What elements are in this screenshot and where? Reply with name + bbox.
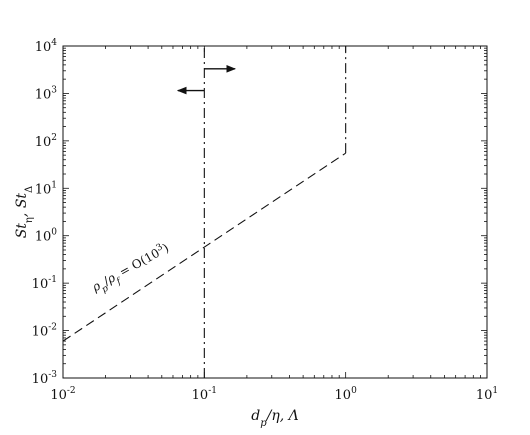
x-tick-label-2: 100 bbox=[335, 386, 358, 403]
plot-frame bbox=[62, 45, 488, 379]
y-axis-label: Stη, StΔ bbox=[14, 186, 35, 239]
y-tick-label-3: 100 bbox=[35, 228, 58, 245]
y-tick-label-1: 10-2 bbox=[32, 323, 57, 340]
y-tick-label-6: 103 bbox=[35, 85, 58, 102]
x-tick-label-3: 101 bbox=[476, 386, 498, 403]
x-tick-label-1: 10-1 bbox=[192, 386, 217, 403]
x-axis-label: dp/η, Λ bbox=[251, 408, 299, 429]
y-tick-label-5: 102 bbox=[35, 133, 57, 150]
y-tick-label-2: 10-1 bbox=[32, 275, 57, 292]
density-ratio-label: ρp/ρf = O(103) bbox=[89, 240, 174, 299]
x-tick-label-0: 10-2 bbox=[50, 386, 75, 403]
y-tick-label-4: 101 bbox=[35, 180, 57, 197]
y-tick-label-7: 104 bbox=[35, 38, 58, 55]
series-line-0 bbox=[62, 152, 346, 342]
y-tick-label-0: 10-3 bbox=[32, 370, 58, 387]
